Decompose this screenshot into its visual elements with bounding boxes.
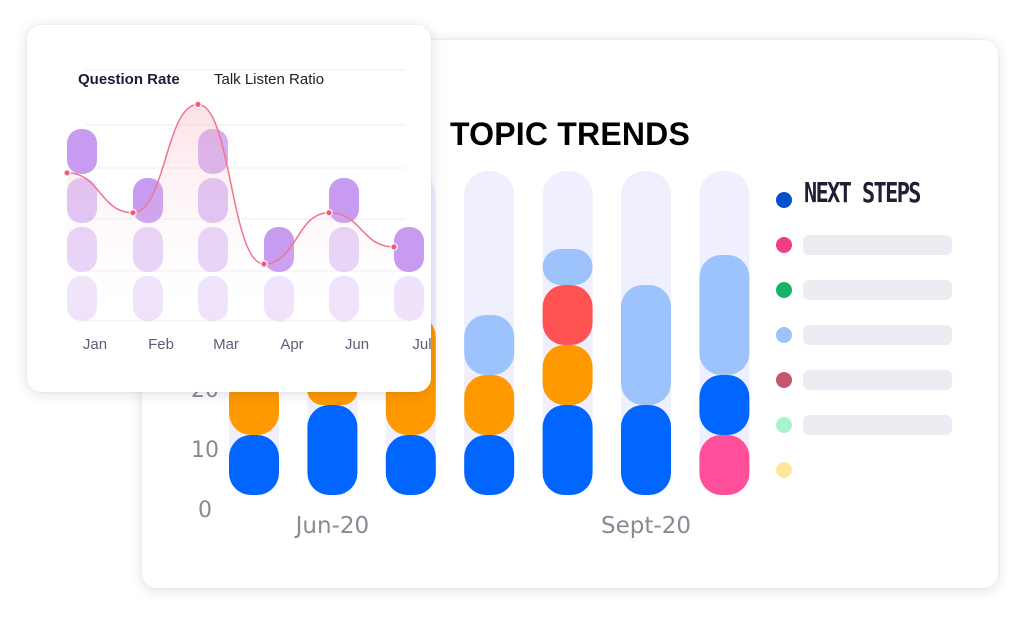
legend-dot [776, 192, 792, 208]
column-pill [329, 178, 359, 223]
legend-dot [776, 417, 792, 433]
tab-talk-listen-ratio[interactable]: Talk Listen Ratio [214, 71, 325, 88]
column-pill [329, 129, 359, 174]
tab-question-rate[interactable]: Question Rate [78, 71, 180, 88]
data-point [325, 208, 333, 217]
legend-placeholder-bar [803, 280, 952, 300]
x-tick-label: Jun-20 [294, 513, 370, 539]
x-tick-label: Apr [280, 336, 303, 353]
y-tick-label: 10 [191, 438, 219, 463]
bar-segment [699, 435, 750, 495]
column-pill [394, 129, 424, 174]
legend-dot [776, 372, 792, 388]
x-tick-label: Mar [213, 336, 239, 353]
x-tick-label: Jan [83, 336, 107, 353]
column-pill [394, 276, 424, 321]
x-tick-label: Feb [148, 336, 174, 353]
bar-segment [542, 345, 593, 405]
column-pill [67, 129, 97, 174]
legend-dot [776, 282, 792, 298]
bar-segment [464, 375, 515, 435]
column-pill [394, 227, 424, 272]
legend-placeholder-bar [803, 235, 952, 255]
bar-segment [699, 375, 750, 435]
bar-segment [542, 405, 593, 495]
y-tick-label: 0 [198, 498, 212, 523]
x-tick-label: Jul [412, 336, 431, 353]
bar-segment [229, 435, 279, 495]
area-fill [67, 104, 394, 321]
question-rate-chart: Jan Feb Mar Apr Jun Jul [63, 69, 431, 353]
legend-placeholder-bar [803, 370, 952, 390]
bar-segment [621, 285, 671, 405]
bar-segment [464, 315, 515, 375]
column-pill [133, 129, 163, 174]
column-pill [264, 178, 294, 223]
data-point [260, 260, 268, 268]
question-rate-card: Question Rate Talk Listen Ratio Jan Feb Ma… [27, 25, 431, 392]
data-point [129, 208, 137, 217]
legend-placeholder-bar [803, 415, 952, 435]
bar-segment [464, 435, 515, 495]
legend-placeholder-bar [803, 325, 952, 345]
x-tick-label: Jun [345, 336, 369, 353]
legend-dot [776, 462, 792, 478]
bar-segment [385, 435, 436, 495]
legend-dot [776, 237, 792, 253]
bar-segment [621, 405, 671, 495]
data-point [63, 169, 71, 177]
bar-segment [699, 255, 750, 375]
legend-dot [776, 327, 792, 343]
data-point [194, 100, 202, 109]
chart-title: TOPIC TRENDS [449, 116, 691, 152]
column-pill [264, 129, 294, 174]
bar-segment [542, 249, 593, 285]
legend-label-next-steps: NEXT STEPS [804, 176, 921, 209]
column-pill [394, 178, 424, 223]
x-tick-label: Sept-20 [601, 513, 691, 539]
bar-segment [307, 405, 358, 495]
bar-segment [542, 285, 593, 345]
data-point [390, 243, 398, 251]
